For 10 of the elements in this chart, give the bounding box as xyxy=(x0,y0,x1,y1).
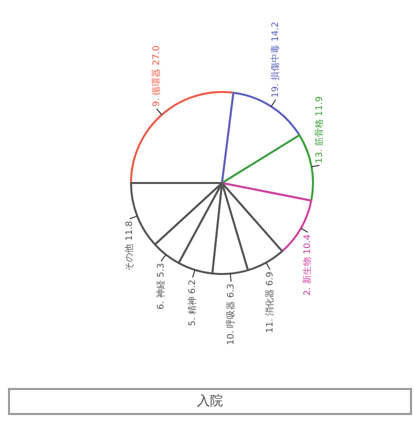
slice-label: 19. 損傷中毒 14.2 xyxy=(270,22,281,98)
text: 入院 xyxy=(8,388,412,415)
slice-label: 5. 精神 6.2 xyxy=(186,280,198,326)
slice-label: その他 11.8 xyxy=(124,220,136,271)
slice-label: 9. 循環器 27.0 xyxy=(150,45,162,107)
slice-label: 10. 呼吸器 6.3 xyxy=(225,284,236,345)
slice-label: 2. 新生物 10.4 xyxy=(302,234,314,296)
slice-label: 11. 消化器 6.9 xyxy=(264,271,276,333)
slice-label: 13. 筋骨格 11.9 xyxy=(314,96,325,164)
slice-label: 6. 神経 5.3 xyxy=(155,263,166,310)
